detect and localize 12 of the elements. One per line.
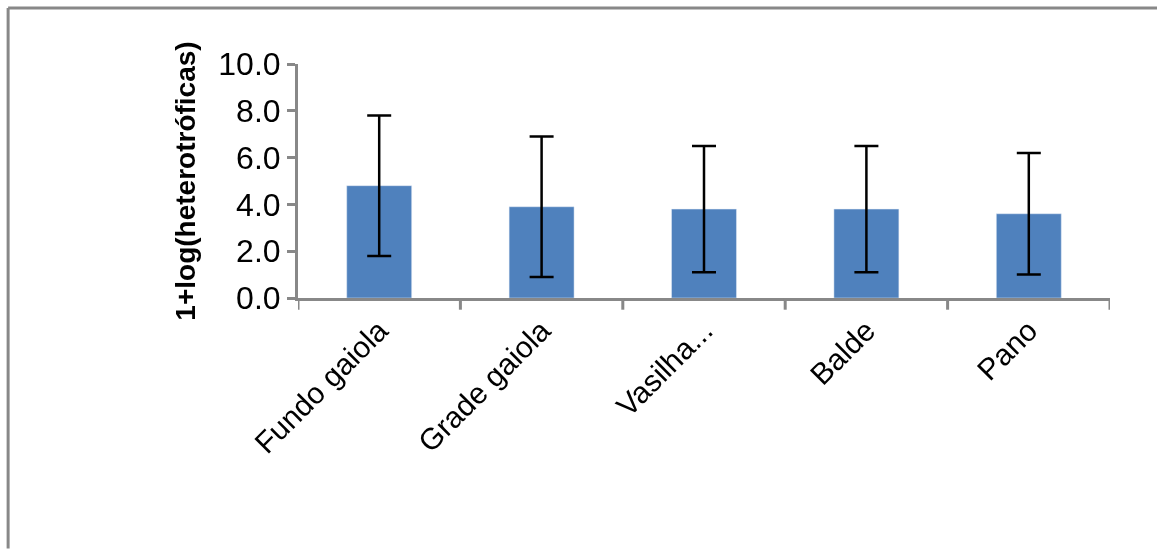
bar — [671, 208, 737, 298]
y-tick-label: 10.0 — [218, 46, 281, 83]
bar — [996, 213, 1062, 298]
y-tick-label: 6.0 — [236, 139, 281, 176]
y-tick-label: 0.0 — [236, 280, 281, 317]
y-axis-title: 1+log(heterotróficas) — [170, 41, 202, 321]
y-tick-label: 4.0 — [236, 186, 281, 223]
bar — [833, 208, 900, 298]
bar — [346, 185, 412, 298]
y-tick-label: 8.0 — [236, 93, 281, 129]
y-tick-label: 2.0 — [236, 233, 281, 270]
bar — [508, 206, 575, 298]
